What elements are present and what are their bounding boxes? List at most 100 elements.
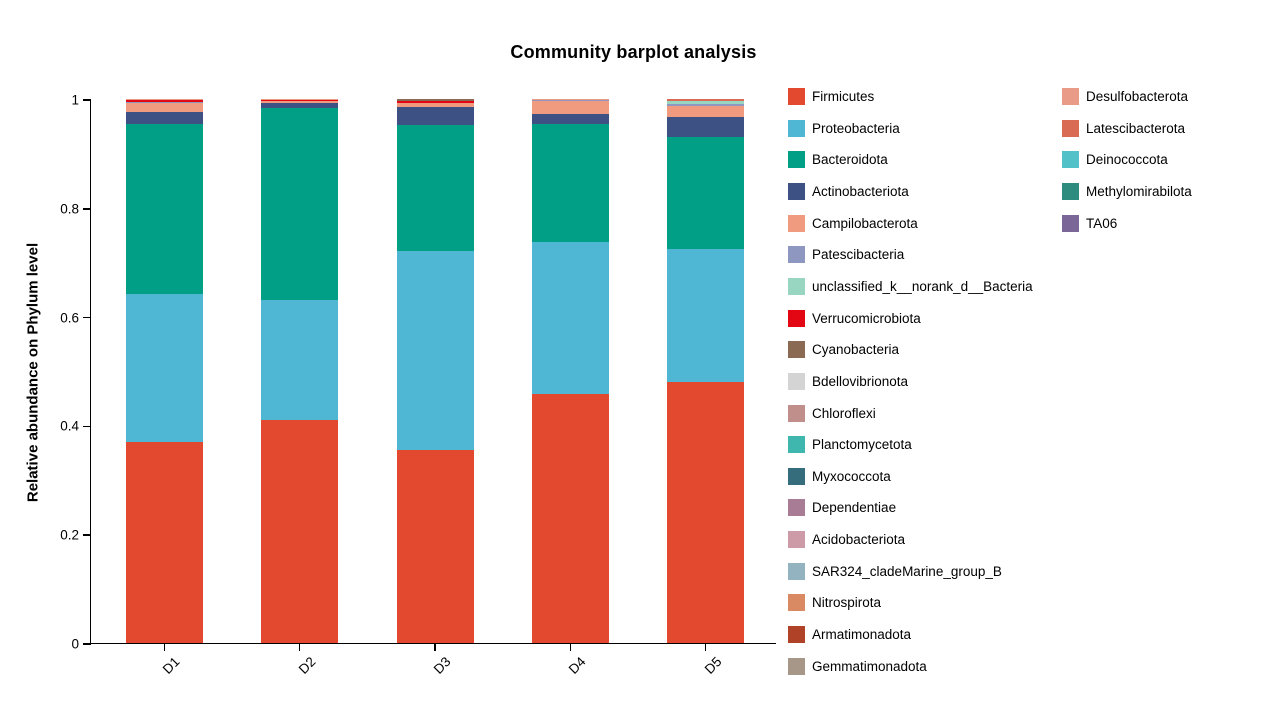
legend-swatch-Cyanobacteria	[788, 341, 805, 359]
bar-segment-D3-Proteobacteria	[396, 251, 474, 450]
legend-swatch-Firmicutes	[788, 88, 805, 105]
bar-segment-D4-Bacteroidota	[531, 124, 609, 243]
legend-item-Bdellovibrionota: Bdellovibrionota	[788, 372, 908, 390]
legend-label: Deinococcota	[1086, 152, 1168, 168]
bar-segment-D2-Campilobacterota	[261, 101, 339, 103]
legend-item-Gemmatimonadota: Gemmatimonadota	[788, 657, 927, 675]
legend-item-Latescibacterota: Latescibacterota	[1062, 119, 1186, 137]
bar-segment-D2-Actinobacteriota	[261, 102, 339, 109]
bar-segment-D1-Patescibacteria	[125, 102, 203, 104]
legend-label: Methylomirabilota	[1086, 183, 1192, 199]
legend-label: SAR324_cladeMarine_group_B	[812, 563, 1002, 579]
bar-segment-D1-Proteobacteria	[125, 293, 203, 442]
legend-item-Desulfobacterota: Desulfobacterota	[1062, 88, 1188, 105]
y-tick-label: 0.4	[60, 418, 79, 434]
y-tick-label: 0.8	[60, 201, 79, 217]
legend-item-Myxococcota: Myxococcota	[788, 467, 891, 485]
legend-item-Dependentiae: Dependentiae	[788, 499, 897, 517]
legend-item-Nitrospirota: Nitrospirota	[788, 594, 882, 612]
legend-swatch-Planctomycetota	[788, 436, 805, 454]
y-tick-mark	[83, 643, 91, 645]
legend-swatch-Patescibacteria	[788, 246, 805, 264]
legend-swatch-Proteobacteria	[788, 119, 805, 137]
bar-segment-D4-Proteobacteria	[531, 242, 609, 394]
legend-item-Deinococcota: Deinococcota	[1062, 151, 1168, 169]
y-tick-mark	[83, 316, 91, 319]
bar-segment-D1-Actinobacteriota	[125, 112, 203, 125]
legend-swatch-Bacteroidota	[788, 151, 805, 169]
legend-label: Chloroflexi	[812, 405, 876, 421]
bar-segment-D1-Bacteroidota	[125, 124, 203, 294]
legend-label: Actinobacteriota	[812, 183, 909, 199]
legend-label: Desulfobacterota	[1086, 89, 1189, 104]
x-tick-label-D1: D1	[160, 654, 183, 677]
bar-segment-D5-unclassified_k__norank_d__Bacteria	[667, 101, 745, 104]
legend-swatch-Acidobacteriota	[788, 531, 805, 549]
legend-label: Bacteroidota	[812, 152, 888, 168]
bar-segment-D5-Campilobacterota	[667, 106, 745, 117]
bar-segment-D1-Campilobacterota	[125, 103, 203, 113]
legend-item-Bacteroidota: Bacteroidota	[788, 151, 888, 169]
bar-segment-D4-Desulfobacterota	[531, 99, 609, 100]
legend-item-Chloroflexi: Chloroflexi	[788, 404, 876, 422]
legend-label: Firmicutes	[812, 89, 875, 104]
bar-segment-D3-Campilobacterota	[396, 102, 474, 108]
bar-segment-D4-Actinobacteriota	[531, 114, 609, 125]
legend-label: Campilobacterota	[812, 215, 918, 231]
bar-segment-D5-Actinobacteriota	[667, 116, 745, 138]
legend-label: unclassified_k__norank_d__Bacteria	[812, 278, 1033, 294]
legend-swatch-Deinococcota	[1062, 151, 1079, 169]
legend-swatch-Methylomirabilota	[1062, 182, 1079, 200]
legend-swatch-Bdellovibrionota	[788, 372, 805, 390]
legend-swatch-Campilobacterota	[788, 214, 805, 232]
bar-D3	[396, 99, 474, 643]
legend-swatch-TA06	[1062, 214, 1079, 232]
bar-segment-D1-Verrucomicrobiota	[125, 100, 203, 103]
legend-item-unclassified_k__norank_d__Bacteria: unclassified_k__norank_d__Bacteria	[788, 277, 1033, 295]
bar-segment-D3-Cyanobacteria	[396, 99, 474, 101]
legend-label: Latescibacterota	[1086, 120, 1186, 136]
bar-segment-D4-Firmicutes	[531, 393, 609, 643]
x-tick-mark	[704, 644, 707, 651]
legend-label: Nitrospirota	[812, 595, 882, 611]
y-tick-label: 0.6	[60, 310, 79, 326]
legend-item-Verrucomicrobiota: Verrucomicrobiota	[788, 309, 921, 327]
legend-label: Planctomycetota	[812, 437, 912, 453]
legend-label: Cyanobacteria	[812, 342, 900, 358]
bar-D5	[667, 99, 745, 643]
y-tick-label: 1	[71, 92, 79, 108]
legend-item-Actinobacteriota: Actinobacteriota	[788, 182, 909, 200]
legend-item-Acidobacteriota: Acidobacteriota	[788, 531, 906, 549]
bar-segment-D1-Firmicutes	[125, 441, 203, 643]
bar-segment-D2-Firmicutes	[261, 419, 339, 643]
legend-label: Proteobacteria	[812, 120, 900, 136]
legend-label: Patescibacteria	[812, 247, 905, 263]
bar-segment-D3-Bacteroidota	[396, 124, 474, 252]
bar-segment-D5-Patescibacteria	[667, 103, 745, 107]
legend-swatch-Chloroflexi	[788, 404, 805, 422]
bar-segment-D5-Bacteroidota	[667, 137, 745, 250]
y-axis-label: Relative abundance on Phylum level	[24, 242, 42, 503]
legend-item-Campilobacterota: Campilobacterota	[788, 214, 918, 232]
x-tick-mark	[163, 644, 166, 651]
legend-item-Planctomycetota: Planctomycetota	[788, 436, 912, 454]
legend-item-Armatimonadota: Armatimonadota	[788, 626, 911, 644]
bar-segment-D2-Bacteroidota	[261, 108, 339, 301]
plot-area: 0 0.2 0.4 0.6 0.8 1 D1 D2 D3 D4 D5	[60, 93, 776, 677]
legend-swatch-Actinobacteriota	[788, 182, 805, 200]
y-tick-label: 0	[71, 636, 79, 652]
y-tick-label: 0.2	[60, 527, 79, 543]
legend-swatch-SAR324_cladeMarine_group_B	[788, 562, 805, 580]
legend-label: Verrucomicrobiota	[812, 310, 921, 326]
legend-label: Acidobacteriota	[812, 532, 906, 548]
legend-label: TA06	[1086, 215, 1118, 231]
legend-label: Dependentiae	[812, 500, 897, 516]
legend-swatch-Latescibacterota	[1062, 119, 1079, 137]
legend-item-TA06: TA06	[1062, 214, 1118, 232]
bar-segment-D5-Latescibacterota	[667, 99, 745, 102]
legend-swatch-unclassified_k__norank_d__Bacteria	[788, 277, 805, 295]
bar-segment-D3-Firmicutes	[396, 449, 474, 643]
bar-segment-D5-Firmicutes	[667, 381, 745, 643]
bar-segment-D5-Proteobacteria	[667, 249, 745, 382]
